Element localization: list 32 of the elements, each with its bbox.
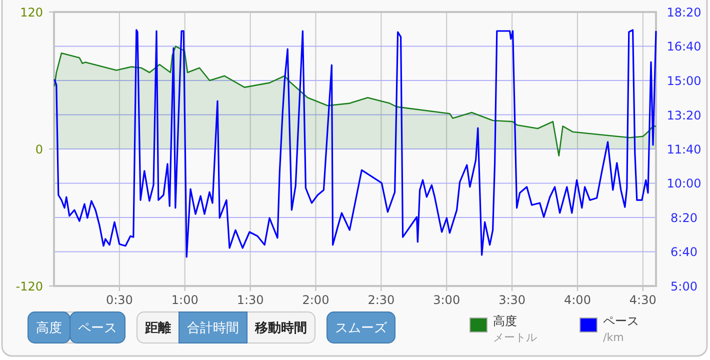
text: 合計時間 xyxy=(187,321,239,336)
y2-tick-label: 18:20 xyxy=(666,6,702,20)
y2-tick-label: 15:00 xyxy=(666,74,702,88)
text: ペース xyxy=(78,321,117,336)
y-tick-label: 120 xyxy=(20,6,43,20)
x-tick-label: 1:00 xyxy=(171,293,198,307)
x-tick-label: 1:30 xyxy=(236,293,264,307)
text: 移動時間 xyxy=(254,321,307,336)
x-tick-label: 0:30 xyxy=(106,293,133,307)
line-series xyxy=(54,29,657,258)
y2-tick-label: 16:40 xyxy=(666,40,702,54)
text: メートル xyxy=(493,331,537,344)
legend-label: ペース xyxy=(603,314,639,328)
x-tick-label: 2:30 xyxy=(368,293,395,307)
y2-tick-label: 5:00 xyxy=(670,280,698,294)
x-tick-label: 3:00 xyxy=(433,293,460,307)
text: /km xyxy=(603,331,624,344)
y-tick-label: -120 xyxy=(16,280,43,294)
x-tick-label: 4:30 xyxy=(629,293,656,307)
y2-tick-label: 11:40 xyxy=(666,142,702,156)
y-tick-label: 0 xyxy=(35,142,43,156)
legend-label: 高度 xyxy=(493,314,517,328)
text: 高度 xyxy=(36,320,62,336)
y2-tick-label: 8:20 xyxy=(670,211,698,225)
x-tick-label: 4:00 xyxy=(564,293,591,307)
x-tick-label: 3:30 xyxy=(498,293,526,307)
text: スムーズ xyxy=(335,321,388,336)
text: 距離 xyxy=(144,321,171,336)
y2-tick-label: 6:40 xyxy=(670,245,698,260)
x-tick-label: 2:00 xyxy=(302,293,330,307)
y2-tick-label: 10:00 xyxy=(666,176,702,191)
y2-tick-label: 13:20 xyxy=(666,108,702,122)
